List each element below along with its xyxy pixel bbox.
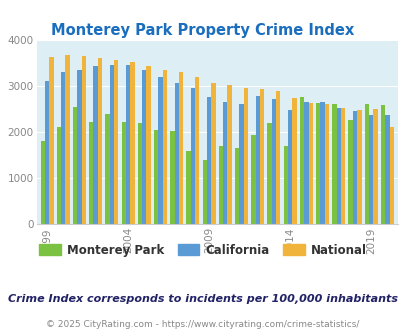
Bar [207,97,211,224]
Bar [331,104,336,224]
Bar [275,91,280,224]
Bar [170,131,174,224]
Bar [368,115,373,224]
Bar [98,58,102,224]
Bar [105,114,109,224]
Bar [336,108,340,224]
Bar [190,88,195,224]
Bar [89,122,93,224]
Bar [158,78,162,224]
Bar [239,104,243,224]
Bar [142,70,146,224]
Bar [223,102,227,224]
Bar [373,109,377,224]
Bar [292,98,296,224]
Bar [283,146,287,224]
Bar [251,135,255,224]
Text: Monterey Park Property Crime Index: Monterey Park Property Crime Index [51,23,354,38]
Bar [57,127,61,224]
Bar [303,102,308,224]
Text: Crime Index corresponds to incidents per 100,000 inhabitants: Crime Index corresponds to incidents per… [8,294,397,304]
Bar [315,103,320,224]
Bar [380,105,384,224]
Bar [340,108,344,224]
Bar [153,130,158,224]
Bar [243,88,247,224]
Legend: Monterey Park, California, National: Monterey Park, California, National [34,239,371,261]
Bar [61,72,65,224]
Bar [109,65,114,224]
Bar [65,55,70,224]
Bar [324,104,328,224]
Bar [114,60,118,224]
Bar [287,110,292,224]
Bar [174,83,179,224]
Bar [364,104,368,224]
Bar [186,151,190,224]
Text: © 2025 CityRating.com - https://www.cityrating.com/crime-statistics/: © 2025 CityRating.com - https://www.city… [46,320,359,329]
Bar [356,110,360,224]
Bar [271,99,275,224]
Bar [45,81,49,224]
Bar [234,148,239,224]
Bar [211,83,215,224]
Bar [130,62,134,224]
Bar [162,70,166,224]
Bar [93,66,98,224]
Bar [320,102,324,224]
Bar [384,115,388,224]
Bar [308,103,312,224]
Bar [73,107,77,224]
Bar [347,120,352,224]
Bar [137,123,142,224]
Bar [81,56,86,224]
Bar [202,160,207,224]
Bar [179,72,183,224]
Bar [267,123,271,224]
Bar [388,127,393,224]
Bar [195,77,199,224]
Bar [299,97,303,224]
Bar [77,70,81,224]
Bar [49,57,53,224]
Bar [218,146,223,224]
Bar [146,66,151,224]
Bar [255,96,259,224]
Bar [121,122,126,224]
Bar [40,141,45,224]
Bar [259,89,264,224]
Bar [352,111,356,224]
Bar [227,85,231,224]
Bar [126,65,130,224]
